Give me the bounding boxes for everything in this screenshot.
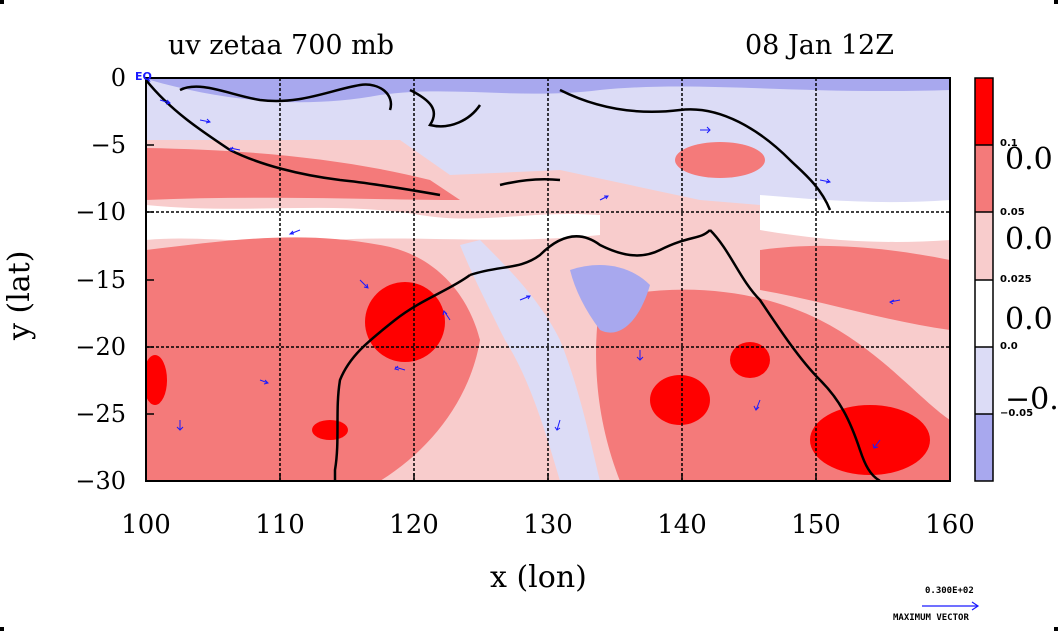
wind-vector <box>599 195 609 201</box>
colorbar-swatch <box>975 347 993 414</box>
x-tick-label: 160 <box>925 510 975 540</box>
wind-vector <box>442 310 451 321</box>
corner-mark <box>1054 0 1058 4</box>
colorbar <box>974 77 994 482</box>
colorbar-big-label: −0. <box>1005 382 1058 417</box>
wind-vector <box>889 299 901 305</box>
x-tick-label: 100 <box>121 510 171 540</box>
wind-vector <box>199 118 211 124</box>
vector-key-label: MAXIMUM VECTOR <box>893 613 969 623</box>
wind-vector <box>288 229 301 235</box>
y-tick-label: −20 <box>75 333 126 361</box>
colorbar-swatch <box>975 414 993 481</box>
wind-vector <box>159 99 171 105</box>
field-strong-negative-center <box>570 265 650 333</box>
field-negative-trough <box>460 240 600 481</box>
colorbar-small-label: 0.025 <box>1000 274 1032 285</box>
colorbar-big-label: 0.0 <box>1005 302 1053 337</box>
coast-east-australia <box>709 229 881 481</box>
wind-vector <box>636 350 644 361</box>
vector-key-value: 0.300E+02 <box>925 586 974 596</box>
coast-north-australia <box>469 229 711 277</box>
wind-vector <box>176 420 184 431</box>
map-title-left: uv zetaa 700 mb <box>168 30 395 61</box>
colorbar-swatch <box>975 280 993 347</box>
grid-lines <box>146 78 950 481</box>
wind-vector <box>753 399 761 411</box>
x-tick-label: 130 <box>523 510 573 540</box>
y-tick-label: −25 <box>75 400 126 428</box>
equator-label: EQ <box>135 70 152 83</box>
coast-sulawesi <box>409 88 482 128</box>
colorbar-small-label: 0.05 <box>1000 207 1025 218</box>
y-tick-label: −10 <box>75 198 126 226</box>
wind-vector <box>394 365 406 371</box>
coast-west-australia <box>333 273 471 481</box>
x-tick-label: 120 <box>389 510 439 540</box>
field-strong-positive-cell <box>730 342 770 378</box>
wind-vector <box>229 146 241 152</box>
map-title-right: 08 Jan 12Z <box>745 30 894 61</box>
colorbar-big-label: 0.0 <box>1005 142 1053 177</box>
x-tick-label: 110 <box>255 510 305 540</box>
field-neutral-band <box>146 205 600 242</box>
corner-mark <box>0 627 4 631</box>
x-axis-label: x (lon) <box>490 560 587 595</box>
coast-borneo <box>179 83 393 111</box>
y-tick-label: 0 <box>110 64 126 92</box>
colorbar-small-label: 0.1 <box>1000 138 1018 149</box>
corner-mark <box>0 0 4 4</box>
wind-vector <box>554 419 561 431</box>
colorbar-small-label: 0.0 <box>1000 341 1018 352</box>
field-positive-east <box>760 245 950 330</box>
coast-newguinea <box>559 88 832 211</box>
x-tick-label: 150 <box>791 510 841 540</box>
cyclone-vorticity-max <box>365 282 445 362</box>
colorbar-swatch <box>975 78 993 145</box>
colorbar-big-label: 0.0 <box>1005 222 1053 257</box>
x-tick-label: 140 <box>657 510 707 540</box>
shaded-fields <box>146 78 950 481</box>
y-tick-label: −15 <box>75 266 126 294</box>
corner-mark <box>1054 627 1058 631</box>
tick-marks <box>145 144 817 481</box>
y-tick-label: −5 <box>90 131 126 159</box>
coast-sumatra-java <box>146 79 441 197</box>
field-neutral-east <box>760 195 950 242</box>
wind-vector <box>519 295 531 301</box>
wind-vector <box>700 126 711 134</box>
y-tick-label: −30 <box>75 467 126 495</box>
wind-vector <box>819 178 831 184</box>
wind-vector <box>259 379 269 385</box>
wind-vectors <box>159 99 901 449</box>
wind-vector <box>872 439 881 449</box>
colorbar-swatch <box>975 212 993 280</box>
field-strong-positive-southeast <box>810 405 930 475</box>
field-positive-newguinea <box>675 142 765 178</box>
field-strong-positive-west-edge <box>146 355 167 405</box>
colorbar-swatch <box>975 145 993 212</box>
field-strong-negative-north <box>150 78 950 103</box>
colorbar-small-label: −0.05 <box>1000 408 1034 419</box>
field-strong-positive-cell <box>650 375 710 425</box>
vector-key-arrow <box>922 601 980 611</box>
coast-timor <box>499 177 561 187</box>
wind-vector <box>359 279 369 289</box>
field-strong-positive-cell <box>312 420 348 440</box>
coastlines <box>146 79 881 481</box>
